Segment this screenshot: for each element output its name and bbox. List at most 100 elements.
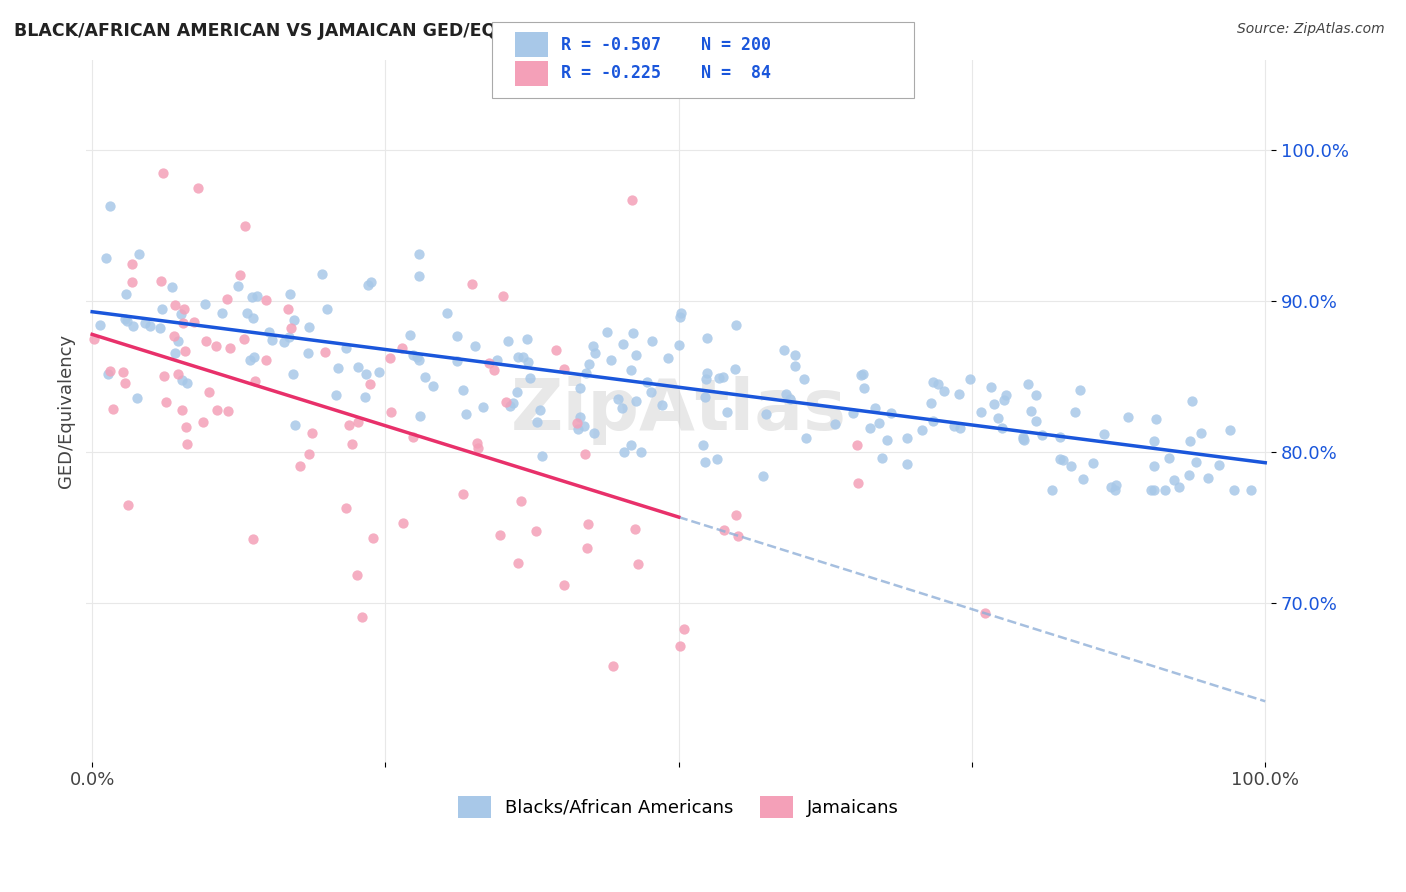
Point <box>284 417 307 432</box>
Point <box>896 457 918 471</box>
Point <box>870 450 893 465</box>
Point <box>696 366 718 380</box>
Point <box>1163 473 1185 487</box>
Point <box>456 407 478 421</box>
Point <box>725 508 748 523</box>
Point <box>607 392 630 407</box>
Point <box>298 320 321 334</box>
Point <box>155 394 177 409</box>
Text: R = -0.225    N =  84: R = -0.225 N = 84 <box>561 64 770 82</box>
Point <box>139 318 162 333</box>
Point <box>194 297 217 311</box>
Point <box>446 353 468 368</box>
Point <box>219 341 242 355</box>
Point <box>575 366 598 380</box>
Point <box>451 486 474 500</box>
Point <box>1144 412 1167 426</box>
Point <box>346 567 368 582</box>
Point <box>246 289 269 303</box>
Point <box>713 370 735 384</box>
Point <box>380 351 402 365</box>
Point <box>488 527 510 541</box>
Point <box>173 301 195 316</box>
Point <box>229 268 252 282</box>
Point <box>1092 426 1115 441</box>
Point <box>896 431 918 445</box>
Text: BLACK/AFRICAN AMERICAN VS JAMAICAN GED/EQUIVALENCY CORRELATION CHART: BLACK/AFRICAN AMERICAN VS JAMAICAN GED/E… <box>14 22 821 40</box>
Point <box>239 353 262 368</box>
Point <box>672 622 695 636</box>
Point <box>1159 451 1181 466</box>
Point <box>112 365 135 379</box>
Point <box>127 391 149 405</box>
Point <box>464 339 486 353</box>
Point <box>243 374 266 388</box>
Point <box>461 277 484 291</box>
Point <box>779 392 801 406</box>
Point <box>640 385 662 400</box>
Point <box>987 410 1010 425</box>
Point <box>851 368 873 383</box>
Point <box>1177 468 1199 483</box>
Point <box>176 436 198 450</box>
Point <box>583 345 606 359</box>
Point <box>630 445 652 459</box>
Point <box>578 357 600 371</box>
Point <box>240 290 263 304</box>
Point <box>502 396 524 410</box>
Point <box>191 415 214 429</box>
Point <box>150 274 173 288</box>
Point <box>195 334 218 348</box>
Point <box>1143 483 1166 497</box>
Point <box>446 329 468 343</box>
Point <box>943 419 966 434</box>
Point <box>868 416 890 430</box>
Point <box>467 436 489 450</box>
Point <box>409 409 432 423</box>
Point <box>627 557 650 571</box>
Point <box>422 379 444 393</box>
Point <box>1118 410 1140 425</box>
Point <box>121 257 143 271</box>
Point <box>1049 430 1071 444</box>
Point <box>531 449 554 463</box>
Point <box>413 370 436 384</box>
Point <box>187 181 209 195</box>
Text: ZipAtlas: ZipAtlas <box>510 376 846 445</box>
Point <box>114 286 136 301</box>
Point <box>408 268 430 283</box>
Point <box>173 343 195 358</box>
Point <box>692 438 714 452</box>
Point <box>297 346 319 360</box>
Point <box>149 320 172 334</box>
Point <box>568 381 591 395</box>
Point <box>599 352 621 367</box>
Point <box>775 387 797 401</box>
Point <box>172 316 194 330</box>
Point <box>932 384 955 398</box>
Point <box>852 381 875 395</box>
Point <box>451 383 474 397</box>
Point <box>83 331 105 345</box>
Point <box>197 384 219 399</box>
Point <box>236 306 259 320</box>
Point <box>948 386 970 401</box>
Point <box>582 338 605 352</box>
Point <box>233 332 256 346</box>
Point <box>1208 458 1230 472</box>
Point <box>657 351 679 366</box>
Point <box>243 351 266 365</box>
Point <box>980 379 1002 393</box>
Point <box>97 367 120 381</box>
Point <box>506 385 529 400</box>
Point <box>1191 426 1213 441</box>
Point <box>283 367 305 381</box>
Point <box>846 476 869 491</box>
Point <box>716 405 738 419</box>
Point <box>706 451 728 466</box>
Point <box>89 318 111 332</box>
Point <box>1012 432 1035 446</box>
Point <box>668 338 690 352</box>
Text: Source: ZipAtlas.com: Source: ZipAtlas.com <box>1237 22 1385 37</box>
Point <box>170 307 193 321</box>
